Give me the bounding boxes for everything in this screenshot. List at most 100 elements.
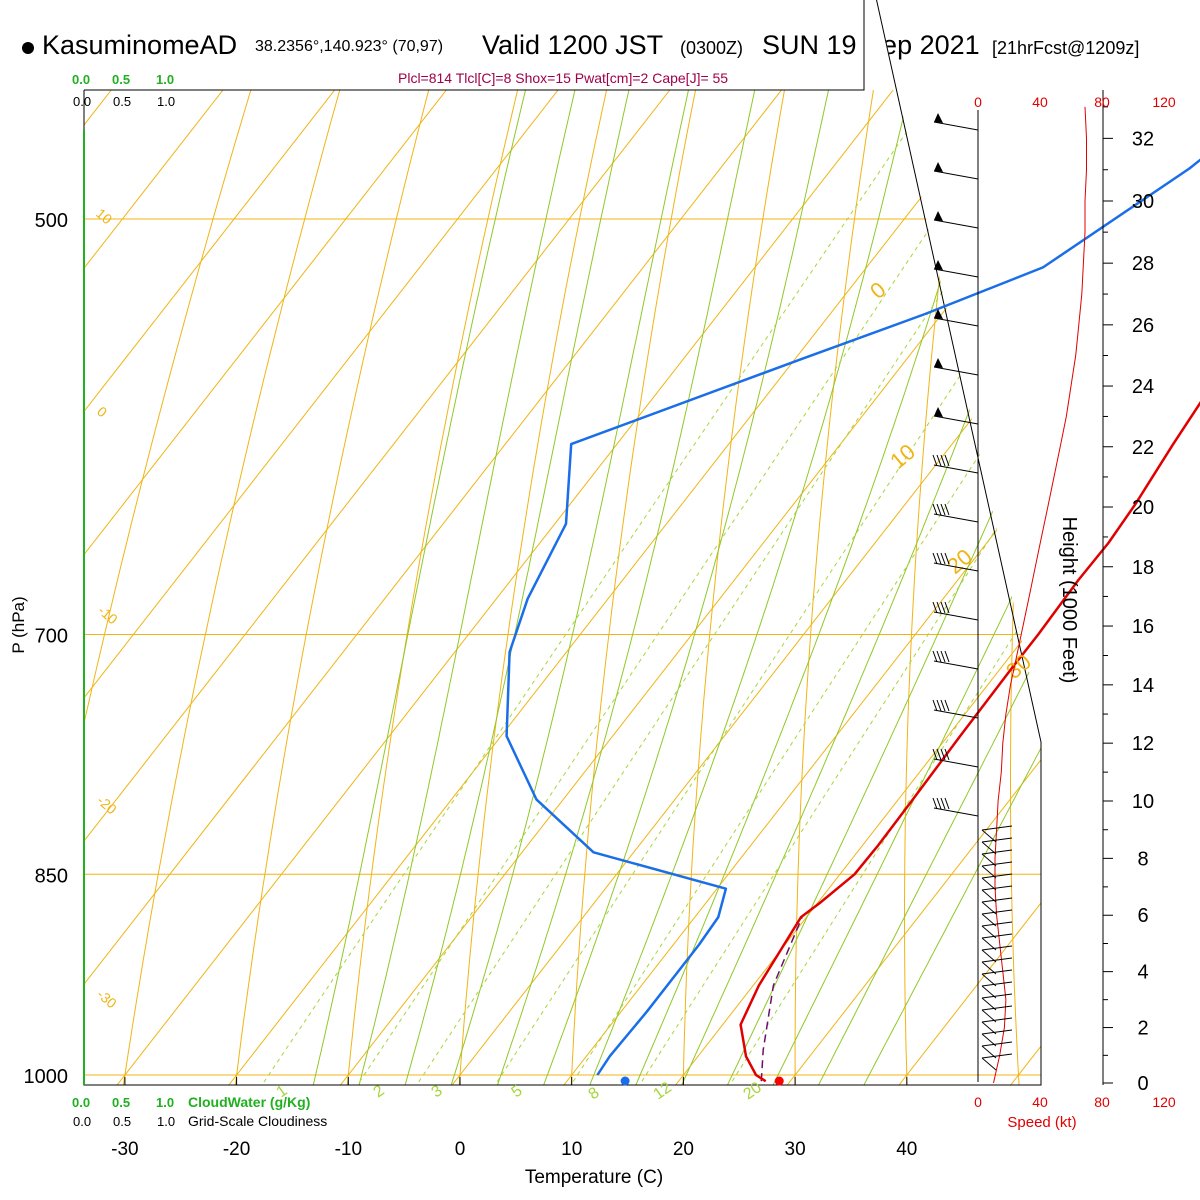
wind-barb-feather [944,552,950,565]
cloudwater-scale-top: 0.5 [112,72,130,87]
low-level-wind-barb [981,981,1013,987]
isotherm-line [84,90,559,699]
wind-barb-shaft [933,562,979,572]
wind-barb-feather [936,503,942,516]
height-tick-label: 24 [1132,376,1154,398]
mixing-ratio-line [494,252,1041,1085]
height-tick-label: 26 [1132,315,1154,337]
plot-mask [864,0,1045,742]
temperature-tick-label: 0 [455,1139,466,1160]
moist-adiabat-line [358,90,576,1085]
temperature-trace [739,401,1200,1083]
temperature-tick-label: -20 [223,1139,250,1160]
isotherm-line [116,90,894,1085]
moist-adiabat-line [496,90,756,1085]
moist-adiabat-line [450,90,689,1085]
surface-temperature-marker [774,1076,784,1086]
wind-barb-feather [944,454,950,467]
low-level-wind-barb [981,969,1013,975]
wind-barb-shaft [933,464,979,474]
wind-barb-shaft [933,611,979,621]
dry-adiabat-line [122,90,341,1085]
low-level-wind-barb [981,921,1013,927]
wind-barb-feather [944,797,950,810]
wind-barb-flag [934,211,943,221]
wind-barb-flag [934,309,943,319]
parcel-trace [760,916,803,1082]
moist-adiabat-line [818,647,1041,1085]
mixing-ratio-line [416,143,1041,1085]
cloudwater-label: CloudWater (g/Kg) [188,1094,310,1110]
low-level-wind-barb [981,909,1013,915]
dry-adiabat-line [570,90,697,1085]
height-tick-label: 2 [1137,1018,1148,1040]
isotherm-line [898,902,1041,1085]
isotherm-line [228,90,1006,1085]
cloudiness-scale-top: 0.0 [73,94,91,109]
height-tick-label: 8 [1137,848,1148,870]
mixing-ratio-label: 8 [586,1084,603,1103]
height-tick-label: 32 [1132,128,1154,150]
wind-barb-feather [944,503,950,516]
wind-barb-feather [940,650,946,663]
wind-barb-feather [940,797,946,810]
height-tick-label: 16 [1132,616,1154,638]
wind-barb-feather [932,748,938,761]
cloudwater-scale-top: 1.0 [156,72,174,87]
moist-adiabat-line [635,90,997,1085]
stability-indices: Plcl=814 Tlcl[C]=8 Shox=15 Pwat[cm]=2 Ca… [398,70,729,86]
isotherm-line [675,615,1041,1085]
wind-speed-profile [993,106,1087,1084]
wind-barb-feather [940,552,946,565]
cloudwater-scale-top: 0.0 [72,72,90,87]
cloudwater-scale-bottom: 0.0 [72,1095,90,1110]
wind-barb-feather [936,552,942,565]
wind-barb-feather [936,748,942,761]
dry-adiabat-line [84,90,252,726]
cloudiness-scale-top: 1.0 [157,94,175,109]
height-tick-label: 10 [1132,791,1154,813]
dry-adiabat-label: 0 [94,403,110,420]
temperature-tick-label: 30 [785,1139,806,1160]
wind-barb-shaft [933,758,979,768]
height-tick-label: 22 [1132,437,1154,459]
wind-barb-feather [932,650,938,663]
low-level-wind-barb [981,1005,1013,1011]
forecast-run: [21hrFcst@1209z] [992,38,1140,58]
wind-barb-shaft [933,121,979,131]
wind-barb-shaft [933,366,979,376]
moist-adiabat-line [589,90,911,1085]
speed-tick-label-top: 0 [974,94,982,110]
speed-tick-label-bottom: 120 [1152,1094,1176,1110]
wind-barb-flag [934,162,943,172]
temperature-tick-label: 10 [561,1139,582,1160]
plot-frame [83,0,1042,1086]
height-tick-label: 4 [1137,962,1148,984]
low-level-wind-barb [981,957,1013,963]
dry-adiabat-label: -30 [94,986,120,1011]
low-level-wind-barb [981,1017,1013,1023]
moist-adiabat-line [312,90,527,1085]
pressure-tick-label: 500 [35,210,68,232]
speed-tick-label-top: 80 [1094,94,1110,110]
moist-adiabat-line [681,215,1041,1085]
wind-barb-feather [940,454,946,467]
temperature-tick-label: 40 [896,1139,917,1160]
wind-barb-feather [940,601,946,614]
wind-barb-feather [936,699,942,712]
station-name: KasuminomeAD [42,30,238,60]
surface-dewpoint-marker [620,1076,630,1086]
dry-adiabat-label: -10 [95,602,121,627]
isotherm-line [786,758,1041,1085]
low-level-wind-barb [981,1041,1013,1047]
dry-adiabat-line [794,90,874,1085]
wind-barb-feather [936,601,942,614]
valid-time: Valid 1200 JST [482,30,664,60]
moist-adiabat-line [726,399,1041,1085]
temperature-tick-label: -10 [335,1139,362,1160]
dry-adiabat-label: 10 [93,205,115,227]
wind-barb-shaft [933,268,979,278]
wind-barb-feather [932,552,938,565]
pressure-tick-label: 700 [35,626,68,648]
mixing-ratio-label: 12 [651,1079,675,1103]
